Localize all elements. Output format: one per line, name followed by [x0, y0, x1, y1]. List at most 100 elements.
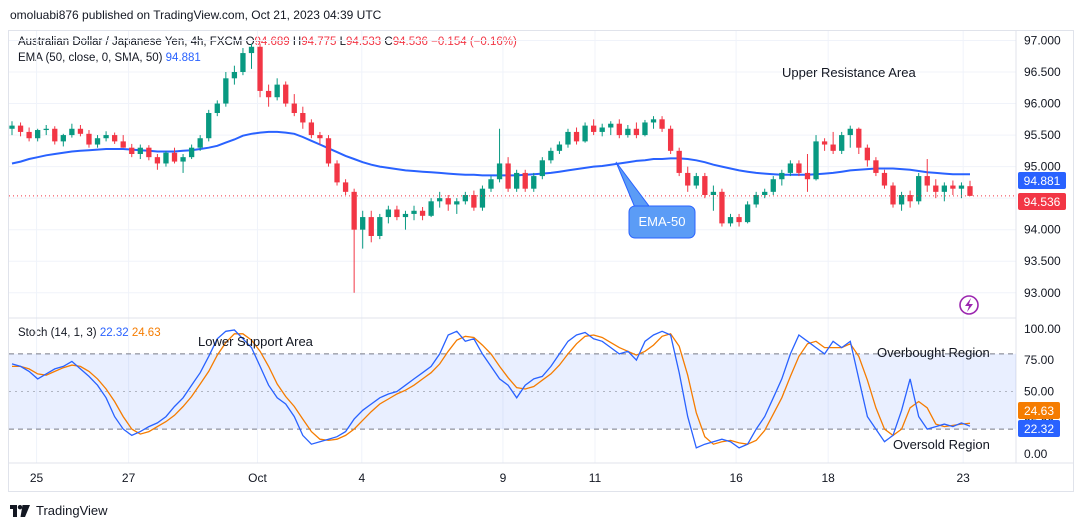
bearish-candle: [171, 147, 178, 164]
candle-body: [223, 78, 229, 104]
bearish-candle: [702, 172, 708, 199]
candle-body: [830, 144, 836, 151]
publisher-line: omoluabi876 published on TradingView.com…: [10, 8, 382, 22]
candle-body: [890, 185, 896, 205]
footer-brand[interactable]: TradingView: [10, 503, 108, 518]
candle-body: [368, 217, 374, 236]
bullish-candle: [514, 169, 520, 192]
candle-body: [231, 72, 238, 79]
bearish-candle: [967, 180, 973, 197]
candle-body: [548, 150, 554, 161]
candle-body: [402, 213, 409, 218]
stoch-k-value: 22.32: [99, 327, 129, 339]
bullish-candle: [137, 144, 143, 160]
candle-body: [52, 128, 58, 142]
bearish-candle: [616, 119, 622, 139]
ema-callout[interactable]: EMA-50: [615, 161, 696, 239]
bearish-candle: [317, 131, 323, 145]
candle-body: [86, 133, 92, 145]
high-value: 94.775: [301, 36, 337, 48]
candle-body: [898, 195, 905, 205]
ema-legend-value: 94.881: [165, 52, 201, 64]
candle-body: [916, 176, 922, 202]
oversold-label: Oversold Region: [893, 437, 990, 452]
price-axis[interactable]: 97.00096.50096.00095.50095.00094.50094.0…: [1024, 33, 1061, 299]
bullish-candle: [898, 191, 905, 211]
bullish-candle: [582, 122, 588, 143]
stoch-d-badge-text: 24.63: [1024, 404, 1054, 418]
close-value: 94.536: [392, 36, 428, 48]
stoch-legend[interactable]: Stoch (14, 1, 3) 22.32 24.63: [18, 327, 161, 339]
candle-body: [291, 103, 297, 113]
bullish-candle: [454, 198, 460, 214]
bullish-candle: [9, 121, 15, 136]
candle-body: [847, 128, 853, 136]
ema-50-line: [11, 130, 970, 177]
bearish-candle: [86, 130, 92, 148]
ema-legend[interactable]: EMA (50, close, 0, SMA, 50) 94.881: [18, 52, 201, 64]
ema-badge-text: 94.881: [1024, 174, 1061, 188]
stoch-k-badge-text: 22.32: [1024, 422, 1054, 436]
time-tick-label: 16: [729, 471, 743, 485]
price-tick-label: 95.500: [1024, 128, 1061, 142]
candle-body: [676, 150, 682, 173]
bullish-candle: [556, 141, 563, 154]
close-label: C: [384, 36, 393, 48]
bullish-candle: [642, 119, 648, 137]
bearish-candle: [933, 179, 939, 199]
bullish-candle: [411, 205, 417, 221]
candle-body: [796, 163, 802, 173]
bullish-candle: [188, 144, 195, 160]
candle-body: [94, 138, 101, 145]
bullish-candle: [762, 188, 768, 199]
lightning-icon[interactable]: [959, 295, 979, 315]
bullish-candle: [531, 172, 537, 192]
candle-body: [103, 135, 109, 139]
close-badge-text: 94.536: [1024, 195, 1061, 209]
bearish-candle: [505, 157, 511, 192]
candle-body: [967, 186, 973, 196]
bullish-candle: [625, 124, 631, 138]
bearish-candle: [17, 122, 24, 137]
candle-body: [43, 128, 49, 131]
bullish-candle: [608, 121, 614, 136]
bullish-candle: [488, 176, 494, 192]
bullish-candle: [770, 176, 776, 195]
time-tick-label: 9: [500, 471, 507, 485]
time-axis[interactable]: 25 27 Oct 4 9 11 16 18 23: [30, 471, 970, 485]
candle-body: [727, 217, 734, 224]
stoch-tick-label: 100.00: [1024, 322, 1061, 336]
bullish-candle: [437, 191, 443, 208]
candle-body: [300, 113, 306, 123]
candle-body: [214, 103, 220, 113]
bearish-candle: [633, 122, 640, 139]
ema-price-badge: 94.881: [1018, 172, 1066, 189]
bearish-candle: [283, 81, 289, 107]
candle-body: [419, 210, 426, 216]
candle-body: [856, 128, 862, 148]
stoch-tick-label: 0.00: [1024, 447, 1048, 461]
candle-body: [864, 147, 871, 161]
candle-body: [471, 195, 477, 208]
bullish-candle: [94, 135, 101, 148]
candle-body: [693, 176, 699, 186]
bearish-candle: [52, 126, 58, 145]
bearish-candle: [796, 160, 802, 177]
candle-body: [625, 128, 631, 136]
price-tick-label: 93.000: [1024, 286, 1061, 300]
candle-body: [496, 163, 503, 180]
bullish-candle: [710, 185, 717, 211]
candle-body: [325, 138, 332, 164]
time-tick-label: 27: [122, 471, 136, 485]
candle-body: [779, 172, 785, 180]
bearish-candle: [111, 132, 118, 144]
candle-body: [531, 176, 537, 189]
candle-body: [590, 125, 597, 132]
bullish-candle: [744, 201, 751, 224]
candle-body: [565, 131, 571, 145]
symbol-label[interactable]: Australian Dollar / Japanese Yen, 4h, FX…: [18, 36, 243, 48]
candle-body: [428, 201, 434, 216]
candle-body: [394, 209, 400, 218]
